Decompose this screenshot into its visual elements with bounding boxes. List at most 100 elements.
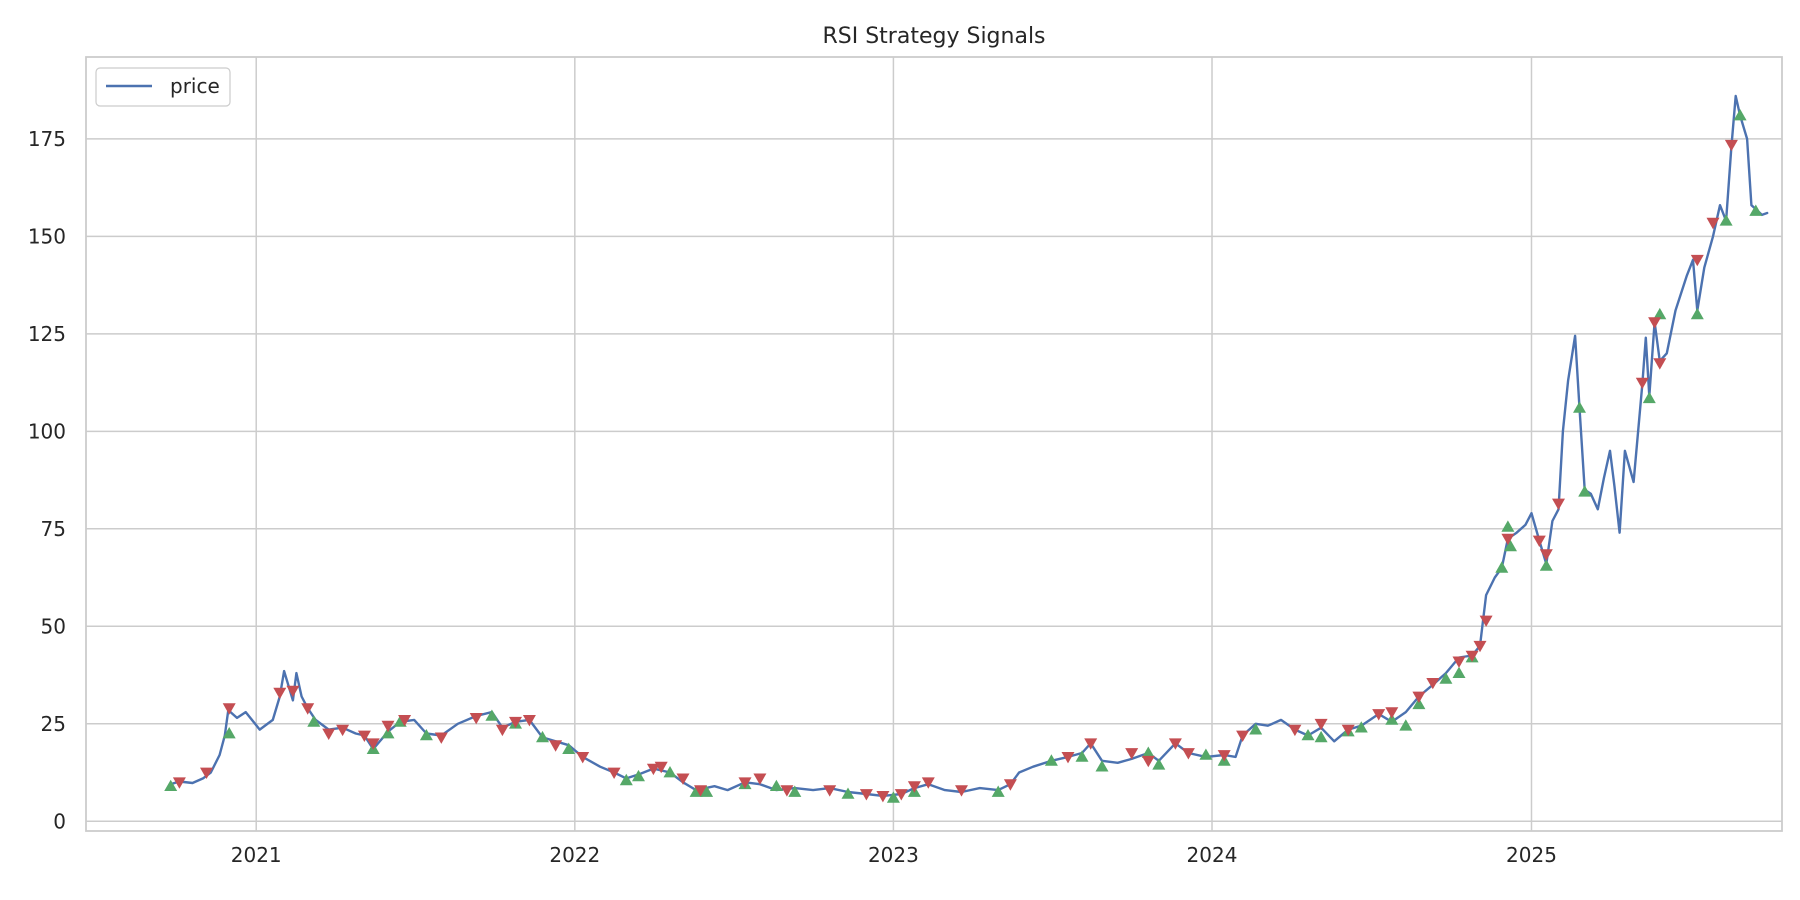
y-tick-label: 125 (28, 322, 66, 346)
sell-signal-marker (1653, 358, 1667, 370)
sell-signal-marker (1236, 730, 1250, 742)
sell-signal-marker (1724, 139, 1738, 152)
buy-signal-marker (485, 709, 499, 721)
sell-signal-marker (286, 685, 300, 698)
buy-signal-marker (1199, 748, 1213, 760)
sell-signal-marker (172, 777, 186, 789)
buy-signal-marker (700, 785, 714, 797)
buy-signal-marker (1642, 391, 1656, 404)
buy-signal-marker (1504, 539, 1517, 552)
buy-signal-marker (1452, 666, 1466, 678)
sell-signal-marker (694, 785, 707, 797)
buy-signal-marker (1141, 746, 1155, 758)
y-tick-label: 75 (41, 517, 66, 541)
x-tick-labels: 2021 2022 2023 2024 2025 (231, 843, 1557, 867)
y-tick-label: 50 (41, 614, 66, 638)
sell-signal-marker (1635, 377, 1649, 390)
sell-signal-marker (1465, 650, 1479, 662)
sell-signal-marker (646, 763, 660, 776)
sell-signal-marker (273, 687, 287, 700)
sell-signal-marker (434, 732, 448, 744)
buy-signal-marker (1749, 204, 1763, 216)
sell-signal-marker (200, 767, 213, 779)
sell-signal-marker (1412, 691, 1426, 703)
sell-signal-marker (753, 773, 767, 785)
buy-signal-marker (1412, 697, 1426, 710)
buy-signal-marker (1501, 520, 1515, 532)
plot-frame (85, 56, 1783, 832)
sell-signal-marker (1168, 738, 1182, 750)
y-tick-label: 0 (53, 809, 66, 833)
y-tick-label: 150 (28, 224, 66, 248)
buy-signal-marker (419, 729, 433, 741)
buy-signal-marker (1733, 109, 1747, 121)
sell-signal-marker (907, 781, 921, 793)
sell-signal-marker (366, 738, 380, 750)
buy-signal-marker (991, 785, 1005, 797)
sell-signal-marker (1452, 656, 1466, 668)
buy-signal-marker (663, 766, 677, 778)
buy-signal-marker (222, 727, 236, 739)
buy-signal-marker (1399, 719, 1413, 731)
y-tick-label: 25 (41, 712, 66, 736)
buy-signal-marker (1539, 559, 1553, 571)
sell-signal-marker (1426, 678, 1440, 690)
buy-signal-marker (381, 727, 395, 739)
sell-signal-marker (469, 713, 483, 725)
sell-signal-marker (495, 724, 509, 737)
sell-signal-marker (1141, 755, 1155, 768)
sell-signal-marker (607, 767, 621, 779)
x-tick-label: 2025 (1506, 843, 1557, 867)
buy-signal-marker (536, 730, 549, 743)
buy-signal-marker (886, 791, 900, 803)
sell-signal-marker (1181, 748, 1195, 760)
sell-signal-marker (576, 752, 590, 764)
legend: price (95, 67, 231, 107)
sell-signal-marker (780, 785, 794, 797)
y-tick-labels: 0 25 50 75 100 125 150 175 (28, 127, 66, 833)
sell-signal-marker (398, 715, 412, 727)
buy-signal-marker (1690, 307, 1704, 320)
sell-signal-marker (823, 785, 837, 797)
y-tick-label: 100 (28, 419, 66, 443)
sell-signal-marker (1473, 640, 1487, 653)
sell-signal-marker (738, 777, 752, 789)
buy-signal-marker (562, 742, 576, 754)
sell-signal-marker (357, 730, 371, 742)
y-tick-label: 175 (28, 127, 66, 151)
x-tick-label: 2024 (1187, 843, 1238, 867)
x-tick-label: 2023 (868, 843, 919, 867)
sell-signal-marker (1648, 317, 1662, 329)
buy-signal-marker (841, 787, 855, 799)
series-layer (169, 94, 1769, 798)
buy-signal-marker (1075, 750, 1089, 762)
sell-signal-marker (1288, 724, 1302, 737)
buy-signal-marker (307, 715, 321, 727)
buy-signal-marker (632, 769, 645, 782)
sell-signal-marker (336, 724, 350, 737)
buy-signal-marker (1095, 760, 1109, 772)
x-tick-label: 2022 (549, 843, 600, 867)
buy-signal-marker (1719, 214, 1733, 226)
sell-signal-marker (955, 785, 968, 797)
sell-signal-marker (876, 791, 890, 803)
sell-signal-marker (1217, 750, 1231, 762)
sell-signal-marker (1501, 533, 1515, 546)
buy-signal-marker (1385, 713, 1399, 725)
buy-signal-marker (1044, 754, 1058, 766)
sell-signal-marker (1706, 217, 1720, 230)
sell-signal-marker (1539, 549, 1553, 561)
sell-signal-marker (676, 773, 690, 785)
buy-signal-marker (1578, 485, 1592, 497)
sell-signal-marker (1372, 709, 1386, 721)
sell-signal-marker (509, 716, 522, 729)
chart-title: RSI Strategy Signals (822, 24, 1045, 49)
sell-signal-marker (301, 703, 315, 715)
sell-signal-marker (1061, 752, 1075, 764)
sell-signal-marker (921, 777, 935, 789)
buy-signal-marker (1653, 307, 1667, 320)
buy-signal-marker (1439, 672, 1453, 684)
sell-signal-marker (322, 728, 336, 740)
buy-signal-marker (619, 773, 633, 786)
